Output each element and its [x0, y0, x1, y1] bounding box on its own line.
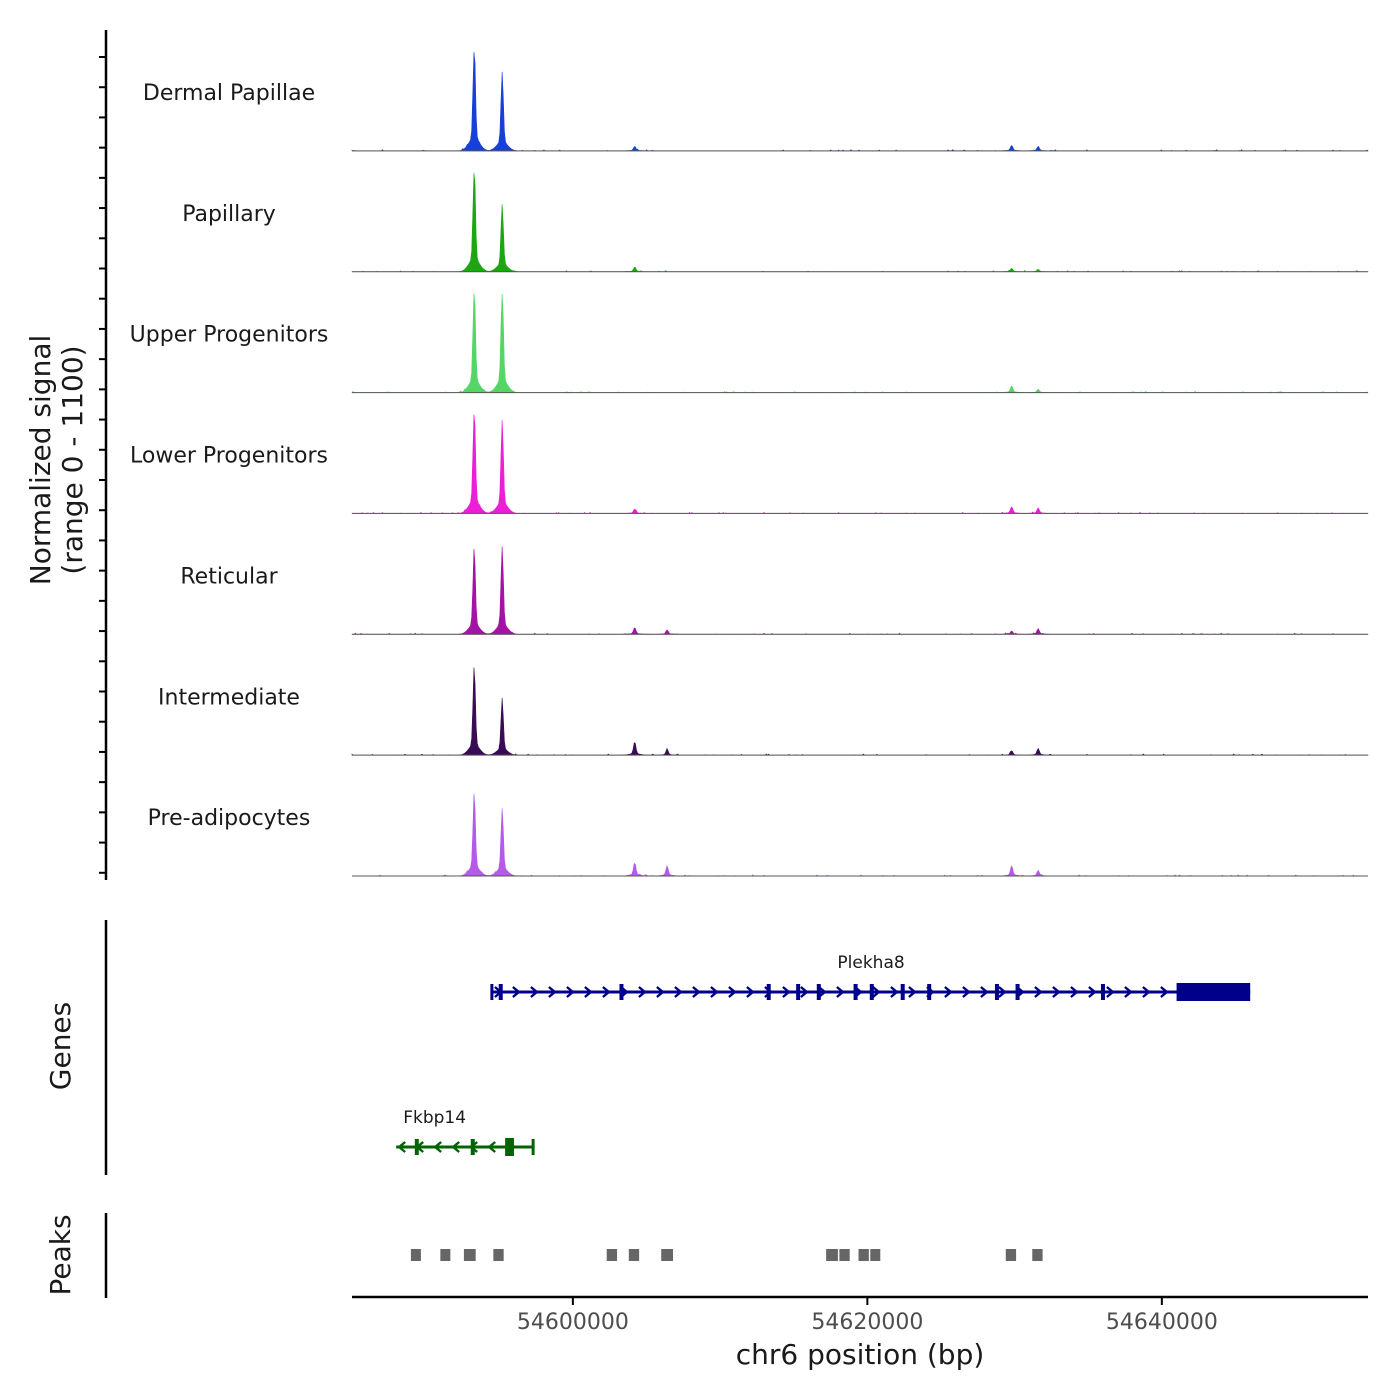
gene-0-strand-arrow-4	[566, 986, 575, 998]
gene-0-strand-arrow-34	[1106, 986, 1115, 998]
gene-0-exon-8	[927, 984, 932, 1000]
gene-0-strand-arrow-33	[1088, 986, 1097, 998]
gene-0-strand-arrow-13	[728, 986, 737, 998]
gene-0-exon-6	[869, 984, 874, 1000]
gene-1-exon-0	[414, 1139, 419, 1155]
coverage-tracks: Dermal Papillae Papillary Upper Progenitor…	[130, 51, 1369, 877]
gene-0-strand-arrow-1	[512, 986, 521, 998]
y-axis-title-line-2: (range 0 - 1100)	[56, 345, 89, 574]
gene-0-strand-arrow-23	[908, 986, 917, 998]
coverage-area-4	[351, 546, 1369, 635]
peaks-track-title: Peaks	[44, 1214, 77, 1295]
track-label-3: Lower Progenitors	[130, 444, 328, 469]
gene-0-strand-arrow-18	[818, 986, 827, 998]
peak-region-7	[826, 1249, 838, 1261]
x-tick-label-2: 54640000	[1106, 1310, 1218, 1335]
y-axis-title-line-1: Normalized signal	[24, 335, 57, 586]
peak-region-8	[839, 1249, 850, 1261]
track-label-1: Papillary	[182, 202, 276, 227]
gene-0-exon-7	[900, 984, 905, 1000]
x-tick-label-1: 54620000	[811, 1310, 923, 1335]
track-label-4: Reticular	[180, 564, 278, 589]
gene-0-strand-arrow-10	[674, 986, 683, 998]
peak-region-2	[463, 1249, 476, 1261]
peak-region-3	[493, 1249, 504, 1261]
gene-0-exon-2	[766, 984, 771, 1000]
gene-0-exon-5	[853, 984, 858, 1000]
peak-region-11	[1005, 1249, 1017, 1261]
x-tick-label-0: 54600000	[517, 1310, 629, 1335]
gene-0-strand-arrow-8	[638, 986, 647, 998]
coverage-area-3	[351, 414, 1369, 514]
gene-label-0: Plekha8	[837, 953, 904, 973]
coverage-area-1	[351, 172, 1369, 273]
gene-0-strand-arrow-17	[800, 986, 809, 998]
gene-0-strand-arrow-35	[1124, 986, 1133, 998]
peak-region-10	[870, 1249, 881, 1261]
gene-0-strand-arrow-12	[710, 986, 719, 998]
genes-track-title: Genes	[44, 1002, 77, 1090]
track-label-5: Intermediate	[158, 685, 300, 710]
coverage-area-2	[351, 293, 1369, 393]
gene-1-exon-1	[470, 1139, 475, 1155]
gene-0-utr-block	[1176, 983, 1251, 1001]
gene-0-strand-arrow-5	[584, 986, 593, 998]
gene-0-strand-arrow-27	[980, 986, 989, 998]
gene-0-strand-arrow-30	[1034, 986, 1043, 998]
gene-0-exon-1	[619, 984, 624, 1000]
gene-0-strand-arrow-32	[1070, 986, 1079, 998]
gene-0-exon-9	[994, 984, 999, 1000]
x-axis-title: chr6 position (bp)	[736, 1338, 985, 1371]
gene-0-exon-0	[498, 984, 503, 1000]
track-label-2: Upper Progenitors	[130, 323, 329, 348]
gene-0-strand-arrow-11	[692, 986, 701, 998]
gene-0-strand-arrow-6	[602, 986, 611, 998]
coverage-area-0	[351, 51, 1369, 152]
coverage-area-6	[352, 793, 1368, 877]
gene-0-strand-arrow-19	[836, 986, 845, 998]
gene-0-strand-arrow-25	[944, 986, 953, 998]
gene-0-strand-arrow-26	[962, 986, 971, 998]
gene-0-strand-arrow-3	[548, 986, 557, 998]
peak-region-1	[440, 1249, 451, 1261]
gene-0-strand-arrow-9	[656, 986, 665, 998]
peak-region-5	[628, 1249, 640, 1261]
gene-0-strand-arrow-31	[1052, 986, 1061, 998]
track-label-0: Dermal Papillae	[143, 81, 315, 106]
gene-track: Plekha8 Fkbp14	[396, 953, 1251, 1156]
gene-1-utr-block	[505, 1138, 514, 1156]
gene-0-strand-arrow-36	[1142, 986, 1151, 998]
gene-0-strand-arrow-21	[872, 986, 881, 998]
gene-1-strand-arrow-0	[397, 1141, 406, 1153]
gene-label-1: Fkbp14	[403, 1108, 466, 1128]
gene-0-strand-arrow-14	[746, 986, 755, 998]
axes: 54600000 54620000 54640000	[99, 30, 1368, 1335]
gene-0-exon-11	[1100, 984, 1105, 1000]
peak-region-12	[1032, 1249, 1043, 1261]
gene-0-strand-arrow-16	[782, 986, 791, 998]
gene-0-strand-arrow-28	[998, 986, 1007, 998]
peak-track	[410, 1249, 1043, 1261]
gene-1-strand-arrow-2	[433, 1141, 442, 1153]
gene-1-strand-arrow-5	[487, 1141, 496, 1153]
gene-0-exon-3	[796, 984, 801, 1000]
peak-region-6	[661, 1249, 673, 1261]
peak-region-9	[858, 1249, 869, 1261]
peak-region-0	[410, 1249, 421, 1261]
gene-0-exon-4	[816, 984, 821, 1000]
gene-1-strand-arrow-3	[451, 1141, 460, 1153]
gene-0-exon-10	[1015, 984, 1020, 1000]
gene-0-strand-arrow-37	[1160, 986, 1169, 998]
peak-region-4	[606, 1249, 618, 1261]
coverage-area-5	[351, 667, 1369, 756]
track-label-6: Pre-adipocytes	[148, 806, 311, 831]
gene-0-strand-arrow-22	[890, 986, 899, 998]
gene-0-strand-arrow-2	[530, 986, 539, 998]
